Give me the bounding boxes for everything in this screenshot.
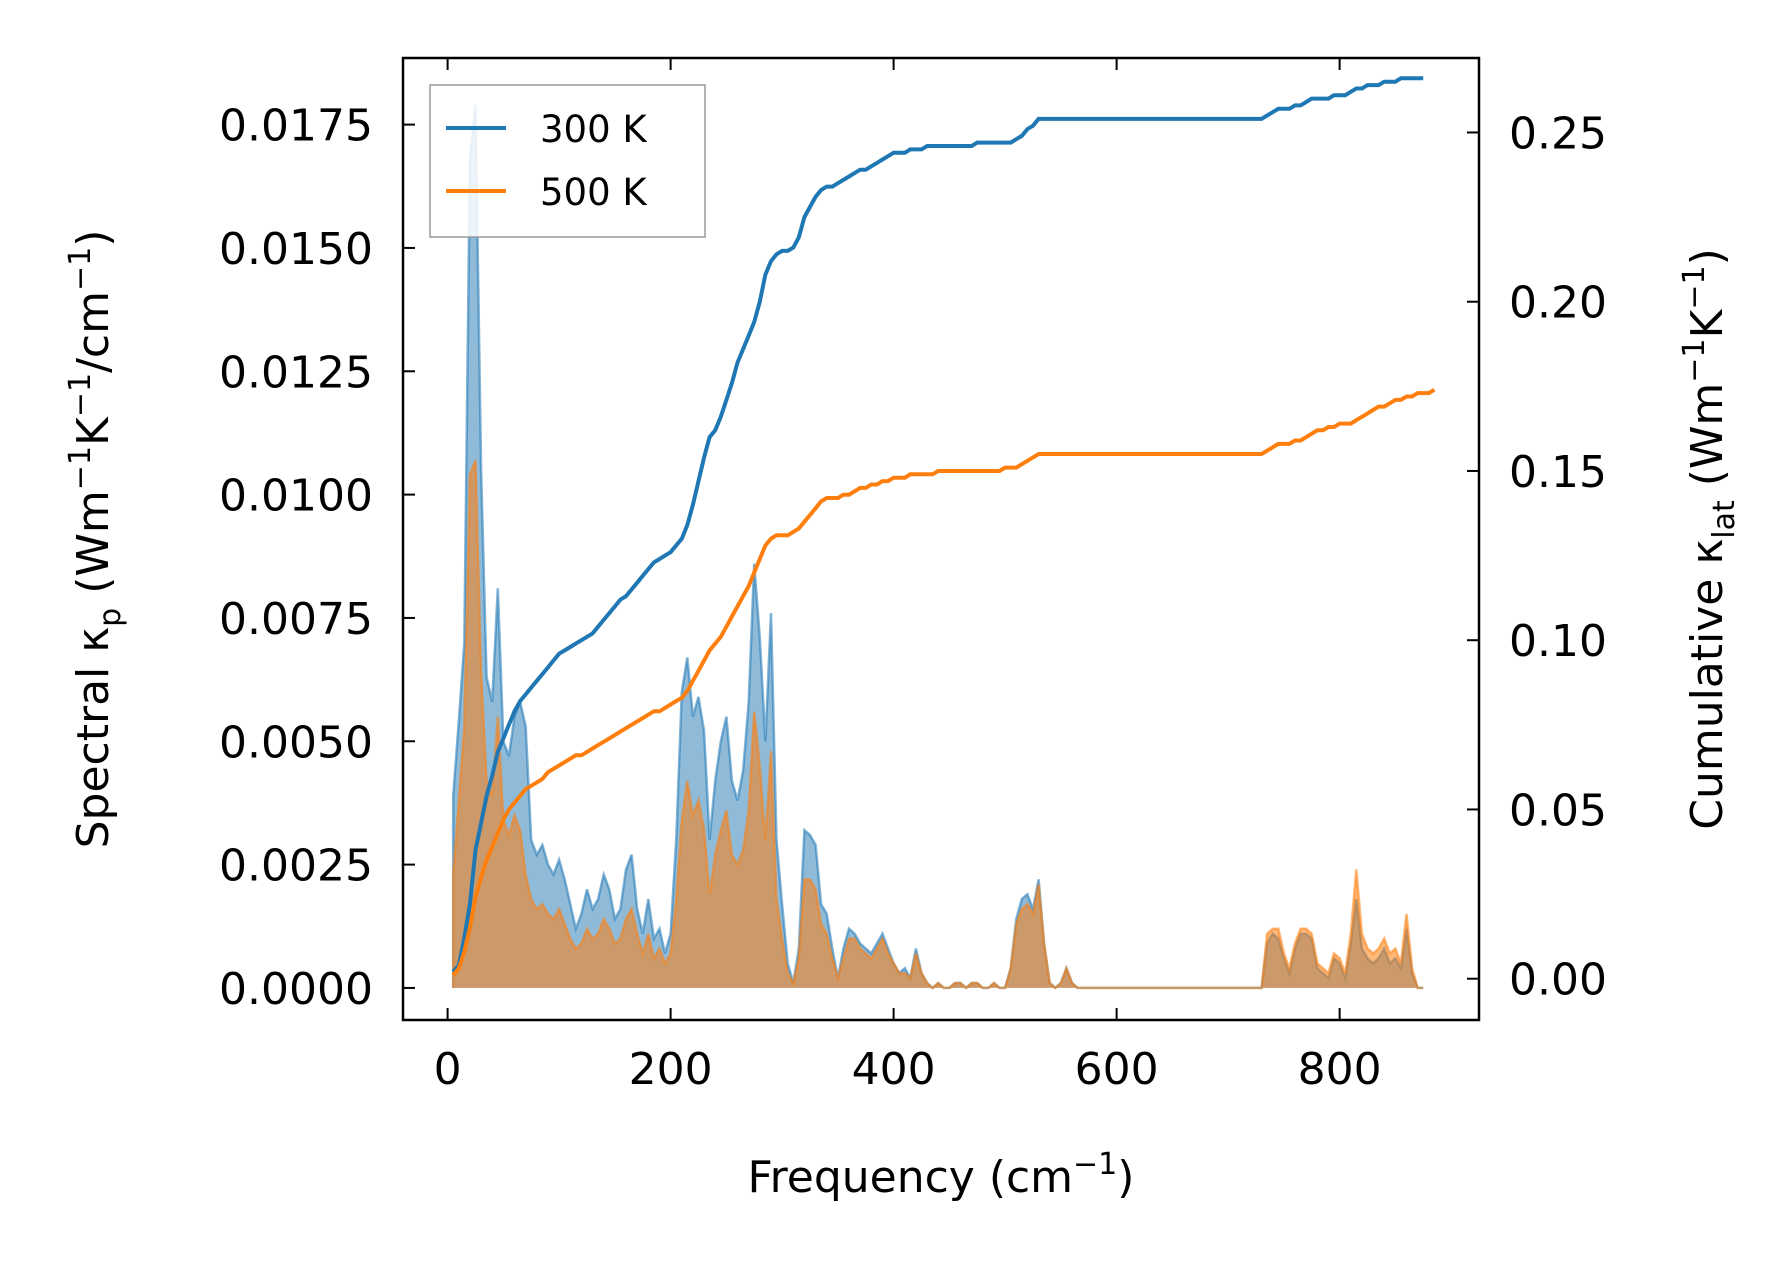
- y-left-tick-label-0.0075: 0.0075: [219, 594, 373, 645]
- y-left-tick-label-0.0000: 0.0000: [219, 964, 373, 1015]
- axes-frame: [401, 56, 1481, 1022]
- y-left-tick-label-0.0050: 0.0050: [219, 717, 373, 768]
- y-right-tick-label-0.15: 0.15: [1509, 447, 1607, 498]
- y-right-tick-label-0.25: 0.25: [1509, 108, 1607, 159]
- ticks: 0 200 400 600 800 0.0000 0.0025 0.0050 0.0075 0.0…: [219, 58, 1607, 1095]
- y-right-tick-label-0.05: 0.05: [1509, 785, 1607, 836]
- y-left-tick-label-0.0100: 0.0100: [219, 471, 373, 522]
- x-tick-label-800: 800: [1298, 1044, 1382, 1095]
- spectral-areas: [451, 104, 1424, 990]
- y-left-tick-label-0.0150: 0.0150: [219, 224, 373, 275]
- x-tick-label-400: 400: [852, 1044, 936, 1095]
- y-right-tick-label-0.10: 0.10: [1509, 616, 1607, 667]
- y-right-tick-label-0.00: 0.00: [1509, 955, 1607, 1006]
- right-y-axis-title: Cumulative κlat (Wm−1K−1): [1677, 248, 1742, 830]
- y-right-tick-label-0.20: 0.20: [1509, 278, 1607, 329]
- cumulative-line-500k: [451, 387, 1436, 977]
- x-tick-label-600: 600: [1075, 1044, 1159, 1095]
- left-y-axis-title: Spectral κp (Wm−1K−1/cm−1): [63, 230, 128, 849]
- data-lines: [451, 76, 1436, 977]
- x-tick-label-200: 200: [629, 1044, 713, 1095]
- x-tick-label-0: 0: [434, 1044, 462, 1095]
- x-axis-title: Frequency (cm−1): [748, 1147, 1135, 1203]
- legend: 300 K 500 K: [429, 84, 706, 238]
- spectral-area-500k: [451, 459, 1424, 990]
- legend-box: [429, 84, 706, 238]
- legend-label-300k: 300 K: [540, 108, 648, 151]
- y-left-tick-label-0.0025: 0.0025: [219, 841, 373, 892]
- y-left-tick-label-0.0175: 0.0175: [219, 101, 373, 152]
- legend-label-500k: 500 K: [540, 171, 648, 214]
- plot-area: [451, 76, 1436, 990]
- y-left-tick-label-0.0125: 0.0125: [219, 347, 373, 398]
- cumulative-line-300k: [451, 76, 1424, 974]
